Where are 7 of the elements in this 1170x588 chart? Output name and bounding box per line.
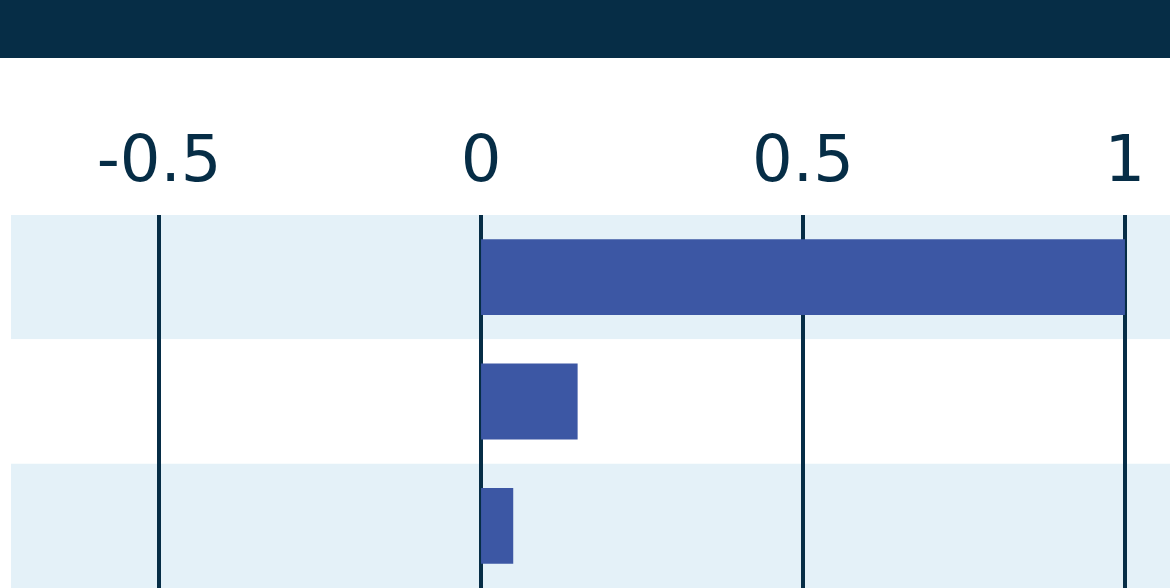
x-tick-label: 1 <box>1104 122 1146 196</box>
bar <box>481 239 1125 316</box>
x-tick-label: 0.5 <box>752 122 854 196</box>
bar <box>481 487 514 564</box>
x-tick-label: -0.5 <box>96 122 222 196</box>
x-tick-label: 0 <box>460 122 502 196</box>
bar <box>481 363 578 440</box>
